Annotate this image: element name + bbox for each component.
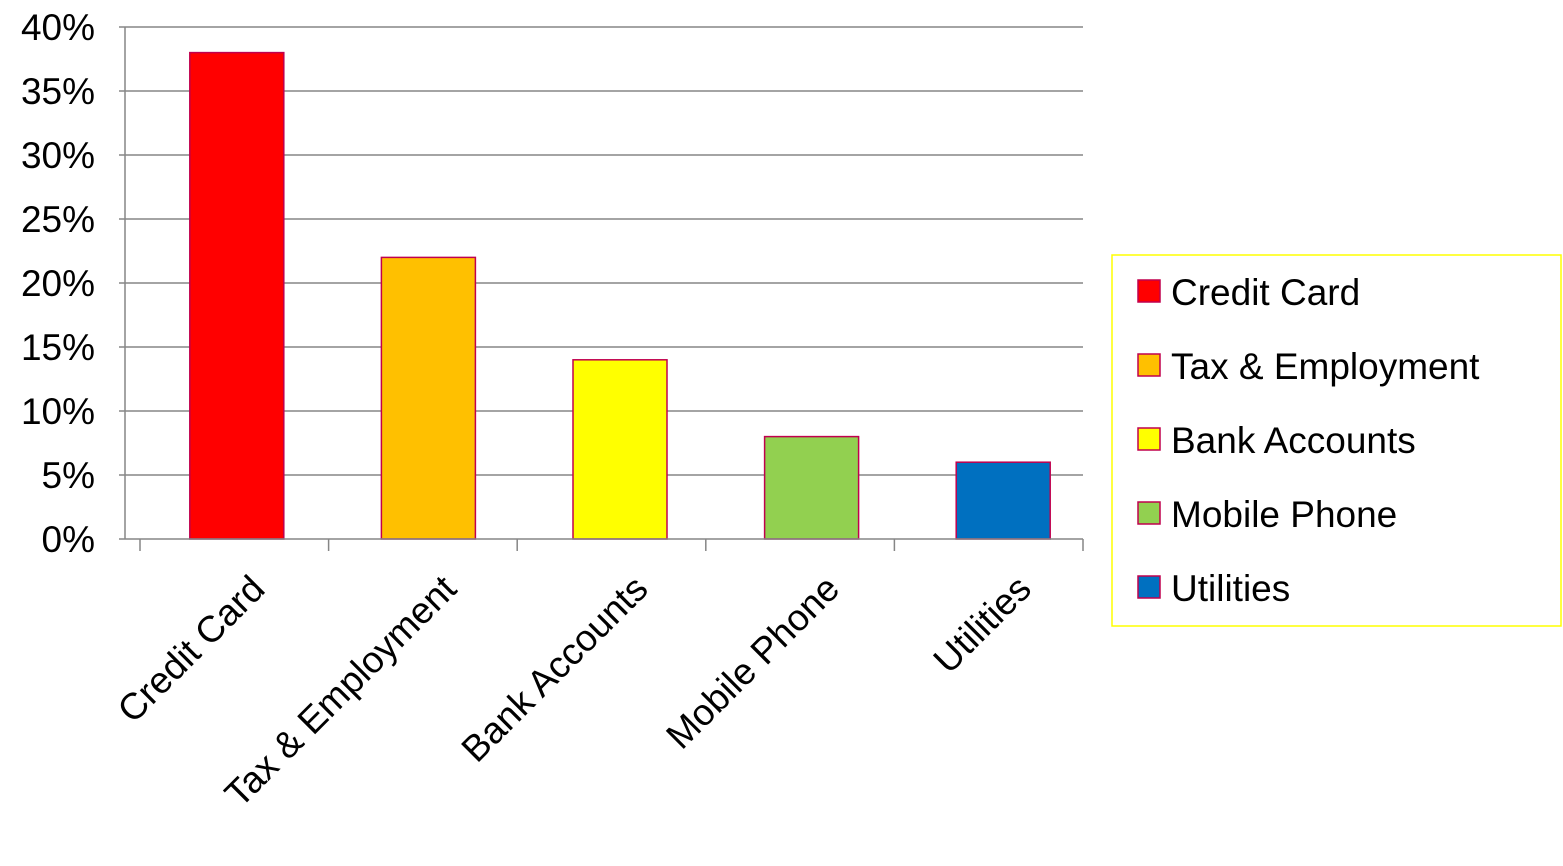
legend-swatch bbox=[1137, 427, 1161, 451]
x-category-label: Credit Card bbox=[110, 568, 273, 731]
legend-label: Tax & Employment bbox=[1171, 346, 1480, 387]
bar-tax-employment bbox=[380, 256, 477, 540]
legend-swatch bbox=[1137, 353, 1161, 377]
gridlines bbox=[125, 26, 1083, 476]
axes bbox=[119, 26, 1084, 551]
bar-bank-accounts bbox=[572, 359, 668, 540]
legend-label: Mobile Phone bbox=[1171, 494, 1397, 535]
y-tick-label: 0% bbox=[42, 519, 95, 560]
y-tick-label: 40% bbox=[21, 7, 95, 48]
bar-credit-card bbox=[189, 51, 285, 540]
x-category-label: Utilities bbox=[926, 568, 1039, 681]
legend-swatch bbox=[1137, 575, 1161, 599]
y-tick-label: 25% bbox=[21, 199, 95, 240]
legend-box bbox=[1111, 254, 1562, 627]
legend-swatch bbox=[1137, 501, 1161, 525]
legend-label: Utilities bbox=[1171, 568, 1290, 609]
legend-label: Bank Accounts bbox=[1171, 420, 1416, 461]
legend-label: Credit Card bbox=[1171, 272, 1360, 313]
y-tick-label: 10% bbox=[21, 391, 95, 432]
bar-utilities bbox=[955, 461, 1051, 540]
y-tick-label: 30% bbox=[21, 135, 95, 176]
x-category-label: Mobile Phone bbox=[658, 568, 847, 757]
bars bbox=[189, 51, 1051, 540]
y-tick-label: 5% bbox=[42, 455, 95, 496]
legend-swatch bbox=[1137, 279, 1161, 303]
legend: Credit Card Tax & Employment Bank Accounts… bbox=[1111, 254, 1562, 627]
y-tick-label: 15% bbox=[21, 327, 95, 368]
y-tick-label: 20% bbox=[21, 263, 95, 304]
x-category-label: Bank Accounts bbox=[454, 568, 656, 770]
y-axis-tick-labels: 0% 5% 10% 15% 20% 25% 30% 35% 40% bbox=[21, 7, 95, 560]
bar-mobile-phone bbox=[763, 435, 860, 540]
y-tick-label: 35% bbox=[21, 71, 95, 112]
